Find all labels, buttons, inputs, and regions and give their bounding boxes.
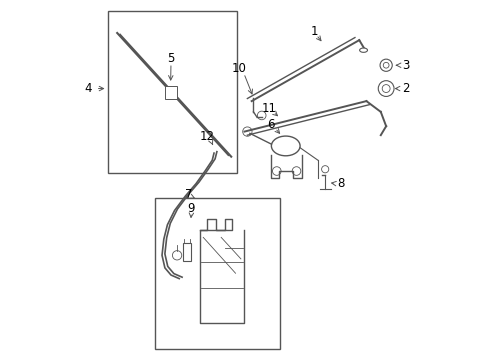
Text: 5: 5	[167, 51, 174, 64]
Bar	[108, 12, 237, 173]
Text: 12: 12	[199, 130, 214, 144]
Ellipse shape	[271, 136, 300, 156]
Text: 10: 10	[231, 62, 246, 75]
Text: 2: 2	[402, 82, 409, 95]
Text: 11: 11	[262, 102, 277, 115]
Text: 9: 9	[186, 202, 194, 215]
Text: 8: 8	[337, 177, 345, 190]
Bar	[164, 86, 177, 99]
Text: 4: 4	[84, 82, 92, 95]
Text: 3: 3	[402, 59, 409, 72]
Text: 1: 1	[310, 25, 318, 38]
Bar	[155, 198, 280, 348]
Text: 6: 6	[266, 118, 274, 131]
Text: 7: 7	[185, 188, 192, 201]
Bar	[183, 243, 191, 261]
Ellipse shape	[359, 48, 367, 52]
